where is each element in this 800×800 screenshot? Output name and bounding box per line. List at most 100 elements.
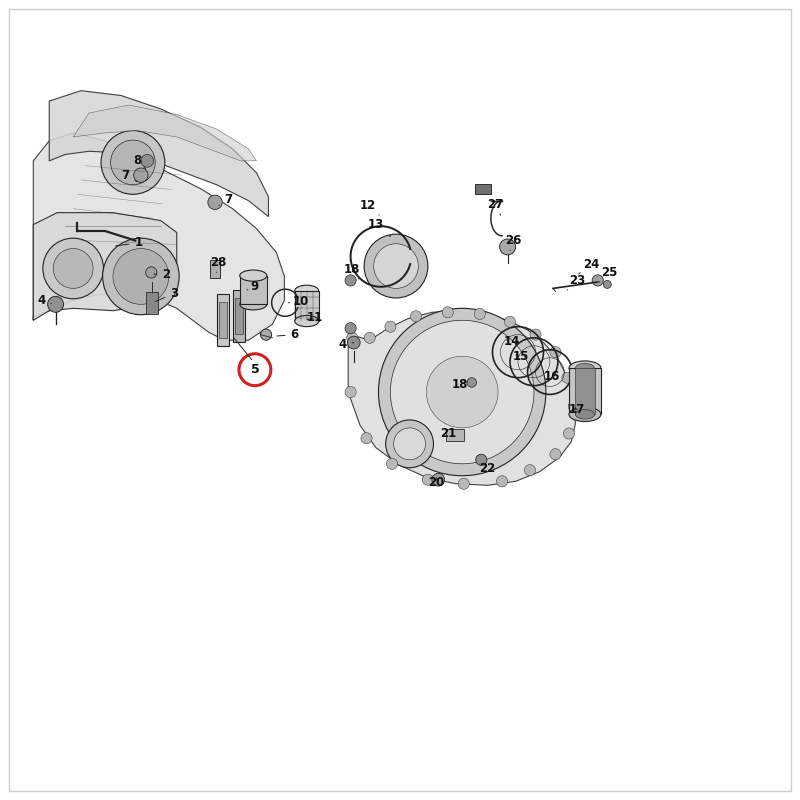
Polygon shape: [34, 133, 285, 340]
Text: 2: 2: [154, 267, 170, 281]
Circle shape: [386, 458, 398, 470]
Circle shape: [101, 130, 165, 194]
Circle shape: [394, 428, 426, 460]
Circle shape: [505, 316, 515, 327]
Circle shape: [110, 140, 155, 185]
Text: 18: 18: [452, 378, 468, 390]
Ellipse shape: [294, 286, 318, 296]
Bar: [210, 261, 220, 278]
Circle shape: [364, 332, 375, 343]
Bar: [475, 184, 491, 194]
Ellipse shape: [575, 410, 594, 419]
Circle shape: [568, 401, 579, 412]
Circle shape: [474, 308, 486, 319]
Text: 7: 7: [122, 169, 137, 182]
Circle shape: [345, 322, 356, 334]
Circle shape: [345, 275, 356, 286]
Circle shape: [530, 329, 541, 340]
Circle shape: [592, 275, 603, 286]
Circle shape: [134, 168, 148, 182]
Ellipse shape: [240, 298, 267, 310]
Text: 8: 8: [133, 154, 146, 169]
Circle shape: [43, 238, 103, 298]
Ellipse shape: [240, 270, 267, 282]
Circle shape: [524, 465, 535, 476]
Circle shape: [476, 454, 487, 466]
Text: 20: 20: [428, 477, 444, 490]
Text: 3: 3: [155, 286, 178, 302]
Circle shape: [410, 310, 422, 322]
Text: 12: 12: [360, 199, 379, 215]
Circle shape: [347, 336, 360, 349]
Circle shape: [146, 267, 157, 278]
Bar: [146, 291, 158, 314]
Circle shape: [497, 476, 508, 487]
Bar: [219, 302, 227, 338]
Text: 7: 7: [219, 193, 233, 206]
Bar: [575, 368, 594, 414]
Circle shape: [432, 474, 445, 486]
Bar: [233, 290, 246, 342]
Text: 27: 27: [487, 198, 504, 215]
Text: 9: 9: [247, 280, 259, 294]
Polygon shape: [348, 310, 575, 486]
Circle shape: [386, 420, 434, 468]
Circle shape: [345, 386, 356, 398]
Circle shape: [378, 308, 546, 476]
Circle shape: [361, 433, 372, 444]
Text: 21: 21: [440, 427, 456, 440]
Circle shape: [141, 154, 154, 167]
Text: 10: 10: [288, 294, 309, 308]
Circle shape: [385, 321, 396, 332]
Text: 6: 6: [277, 328, 299, 341]
Text: 24: 24: [578, 258, 599, 274]
Text: 5: 5: [250, 363, 259, 376]
Text: 13: 13: [368, 218, 390, 237]
Circle shape: [102, 238, 179, 314]
Circle shape: [426, 356, 498, 428]
Text: 26: 26: [505, 234, 522, 250]
Text: 16: 16: [543, 370, 560, 382]
Circle shape: [550, 346, 561, 358]
Circle shape: [467, 378, 477, 387]
Circle shape: [442, 306, 454, 318]
Circle shape: [563, 428, 574, 439]
Bar: [294, 290, 318, 321]
Bar: [235, 298, 243, 334]
Polygon shape: [73, 105, 257, 161]
Text: 15: 15: [513, 350, 530, 363]
Text: 1: 1: [116, 237, 142, 250]
Circle shape: [603, 281, 611, 288]
Circle shape: [374, 244, 418, 288]
Circle shape: [500, 239, 515, 255]
Circle shape: [261, 329, 272, 340]
Text: 11: 11: [306, 311, 323, 324]
Ellipse shape: [575, 363, 594, 373]
Ellipse shape: [569, 407, 601, 422]
Bar: [217, 294, 230, 346]
Polygon shape: [34, 213, 177, 320]
Text: 23: 23: [567, 274, 585, 290]
Polygon shape: [50, 90, 269, 217]
Circle shape: [48, 296, 63, 312]
Circle shape: [562, 372, 573, 383]
Text: 28: 28: [210, 256, 226, 273]
Text: 17: 17: [569, 403, 585, 416]
Bar: [569, 368, 601, 414]
Text: 18: 18: [344, 262, 360, 279]
Ellipse shape: [569, 361, 601, 375]
Circle shape: [54, 249, 93, 288]
Bar: [240, 276, 267, 304]
Circle shape: [458, 478, 470, 490]
Circle shape: [390, 320, 534, 464]
Text: 4: 4: [338, 338, 354, 350]
Circle shape: [364, 234, 428, 298]
Circle shape: [113, 249, 169, 304]
Ellipse shape: [294, 315, 318, 326]
Text: 25: 25: [599, 266, 617, 282]
Circle shape: [208, 195, 222, 210]
Circle shape: [422, 474, 434, 486]
Text: 4: 4: [37, 294, 51, 307]
Circle shape: [346, 332, 358, 343]
Circle shape: [550, 449, 561, 460]
